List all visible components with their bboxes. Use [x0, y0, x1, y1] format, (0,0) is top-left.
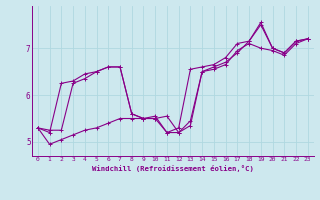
X-axis label: Windchill (Refroidissement éolien,°C): Windchill (Refroidissement éolien,°C)	[92, 165, 254, 172]
